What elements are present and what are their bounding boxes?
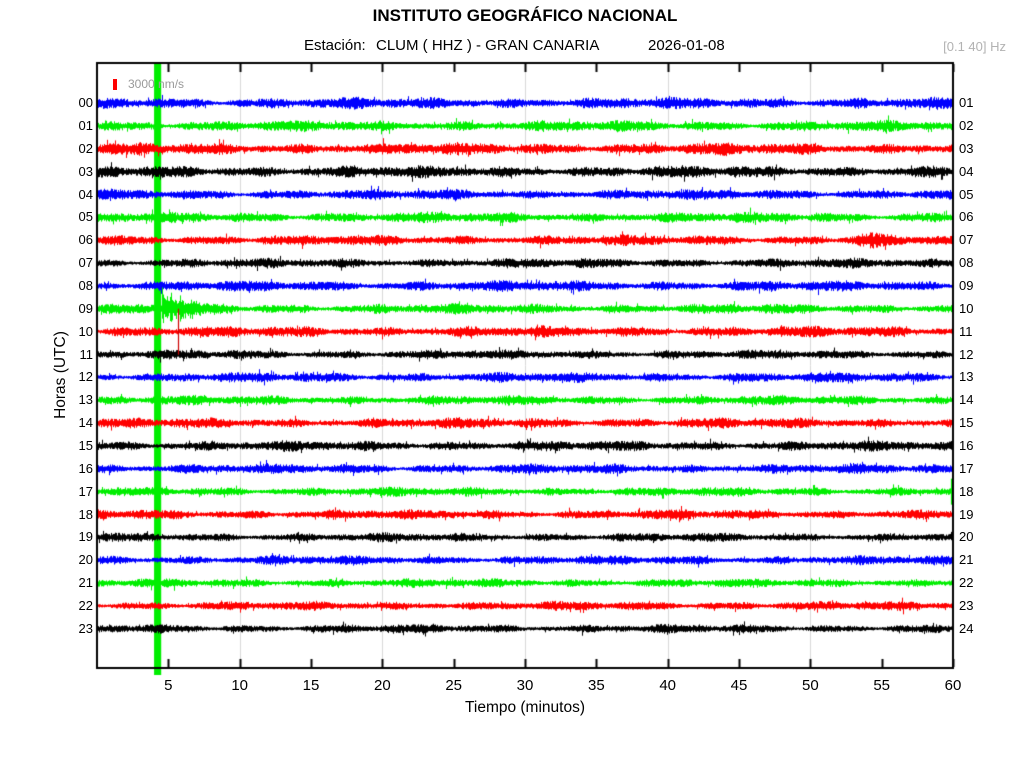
- hour-label-left: 03: [78, 163, 93, 179]
- x-tick-label: 50: [801, 677, 819, 694]
- scale-bar-icon: [113, 79, 117, 90]
- scale-bar-label: 3000 nm/s: [128, 77, 185, 91]
- hour-label-left: 17: [78, 483, 93, 499]
- hour-label-right: 14: [959, 392, 974, 408]
- x-tick-label: 40: [659, 677, 676, 694]
- hour-label-left: 09: [78, 300, 93, 316]
- hour-label-left: 11: [79, 346, 94, 362]
- hour-label-right: 17: [959, 460, 974, 476]
- hour-label-right: 23: [959, 597, 974, 613]
- hour-label-right: 24: [959, 620, 974, 636]
- hour-label-left: 21: [78, 575, 93, 591]
- hour-label-right: 06: [959, 209, 974, 225]
- hour-label-right: 13: [959, 369, 974, 385]
- hour-label-left: 16: [78, 460, 93, 476]
- hour-label-left: 06: [78, 232, 93, 248]
- hour-label-left: 23: [78, 620, 93, 636]
- hour-label-right: 20: [959, 529, 974, 545]
- hour-label-left: 14: [78, 415, 93, 431]
- x-tick-label: 20: [373, 677, 391, 694]
- x-tick-label: 60: [944, 677, 962, 694]
- x-tick-label: 55: [873, 677, 890, 694]
- station-value: CLUM ( HHZ ) - GRAN CANARIA: [376, 37, 600, 54]
- hour-label-left: 20: [78, 552, 93, 568]
- hour-label-left: 02: [78, 140, 93, 156]
- hour-label-right: 18: [959, 483, 974, 499]
- hour-label-left: 15: [78, 437, 93, 453]
- hour-label-left: 05: [78, 209, 93, 225]
- hour-label-right: 01: [959, 95, 974, 111]
- hour-label-right: 12: [959, 346, 974, 362]
- page-title: INSTITUTO GEOGRÁFICO NACIONAL: [372, 6, 678, 25]
- hour-label-right: 04: [959, 163, 974, 179]
- hour-label-right: 08: [959, 255, 974, 271]
- station-label: Estación:: [304, 37, 366, 54]
- hour-label-left: 10: [78, 323, 93, 339]
- hour-label-left: 01: [78, 118, 93, 134]
- hour-label-left: 13: [78, 392, 93, 408]
- hour-label-left: 08: [78, 278, 93, 293]
- hour-label-right: 05: [959, 186, 974, 202]
- x-tick-label: 10: [231, 677, 248, 694]
- hour-label-right: 09: [959, 278, 974, 293]
- hour-label-right: 11: [959, 323, 973, 339]
- filter-band-label: [0.1 40] Hz: [943, 39, 1006, 54]
- x-axis-label: Tiempo (minutos): [464, 699, 585, 716]
- hour-label-left: 04: [78, 186, 93, 202]
- x-tick-label: 45: [730, 677, 748, 694]
- plot-date: 2026-01-08: [648, 37, 725, 54]
- hour-label-right: 02: [959, 118, 974, 134]
- x-tick-label: 25: [445, 677, 462, 694]
- hour-label-left: 22: [78, 597, 93, 613]
- x-tick-label: 15: [302, 677, 320, 694]
- x-tick-label: 35: [587, 677, 605, 694]
- hour-label-left: 07: [78, 255, 93, 271]
- hour-label-left: 00: [78, 95, 93, 111]
- hour-label-right: 22: [959, 575, 974, 591]
- hour-label-right: 03: [959, 140, 974, 156]
- hour-label-right: 07: [959, 232, 974, 248]
- hour-label-left: 18: [78, 506, 93, 522]
- hour-label-right: 10: [959, 300, 974, 316]
- hour-label-right: 21: [959, 552, 974, 568]
- hour-label-left: 12: [78, 369, 93, 385]
- hour-label-left: 19: [78, 529, 93, 545]
- x-tick-label: 30: [516, 677, 534, 694]
- x-tick-label: 5: [164, 677, 173, 694]
- hour-label-right: 15: [959, 415, 974, 431]
- hour-label-right: 19: [959, 506, 974, 522]
- hour-label-right: 16: [959, 437, 974, 453]
